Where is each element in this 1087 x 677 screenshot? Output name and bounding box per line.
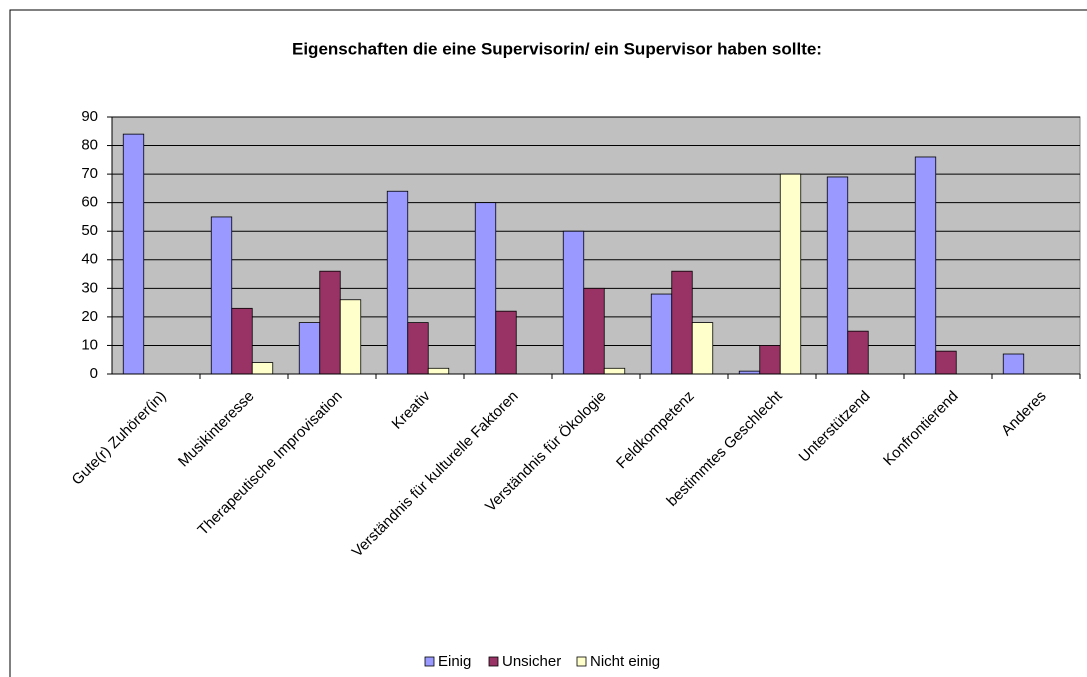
legend-swatch bbox=[424, 656, 435, 667]
legend-swatch bbox=[576, 656, 587, 667]
bar bbox=[386, 190, 409, 375]
bar bbox=[339, 299, 362, 375]
y-tick-label: 0 bbox=[90, 365, 98, 382]
legend-label: Nicht einig bbox=[590, 653, 660, 670]
bar bbox=[122, 133, 145, 375]
y-tick-label: 90 bbox=[81, 108, 98, 125]
bar bbox=[319, 270, 341, 375]
y-tick-label: 80 bbox=[81, 137, 98, 154]
y-tick-label: 30 bbox=[81, 279, 98, 296]
bar bbox=[495, 310, 517, 375]
bar bbox=[1002, 353, 1025, 375]
y-tick-label: 60 bbox=[81, 194, 98, 211]
y-tick-label: 10 bbox=[81, 336, 98, 353]
bar bbox=[407, 322, 429, 375]
bar bbox=[935, 350, 957, 375]
bar bbox=[474, 202, 497, 375]
bar bbox=[650, 293, 673, 375]
bar bbox=[210, 216, 233, 375]
bar bbox=[779, 173, 802, 375]
bar bbox=[826, 176, 849, 375]
bar bbox=[847, 330, 869, 375]
bar bbox=[759, 345, 781, 375]
legend-label: Unsicher bbox=[502, 653, 561, 670]
y-tick-label: 40 bbox=[81, 251, 98, 268]
y-tick-label: 20 bbox=[81, 308, 98, 325]
y-tick-label: 70 bbox=[81, 165, 98, 182]
bar bbox=[562, 230, 585, 375]
legend-label: Einig bbox=[438, 653, 471, 670]
bar bbox=[603, 367, 626, 375]
legend-swatch bbox=[488, 656, 499, 667]
bar bbox=[251, 362, 274, 375]
y-tick-label: 50 bbox=[81, 222, 98, 239]
bar bbox=[427, 367, 450, 375]
chart-title: Eigenschaften die eine Supervisorin/ ein… bbox=[292, 39, 822, 58]
bar bbox=[671, 270, 693, 375]
bar bbox=[298, 322, 321, 375]
bar bbox=[914, 156, 937, 375]
bar bbox=[231, 307, 253, 375]
bar bbox=[691, 322, 714, 375]
bar bbox=[583, 287, 605, 375]
